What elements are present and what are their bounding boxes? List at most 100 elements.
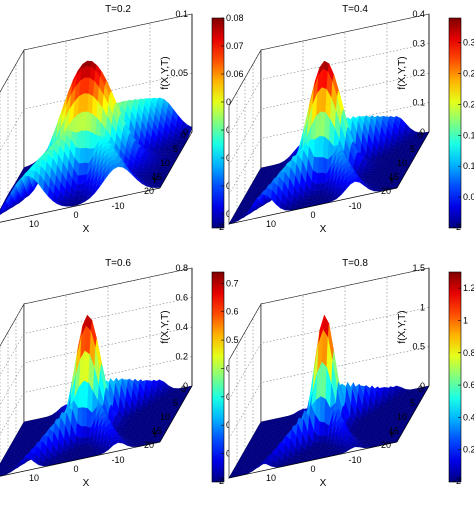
y-tick-label: 5 [173, 398, 178, 408]
y-tick-label: 5 [410, 144, 415, 154]
z-tick-label: 0.6 [175, 293, 188, 303]
z-tick-label: 0.4 [175, 322, 188, 332]
z-tick-label: 0.4 [412, 9, 425, 19]
colorbar [211, 17, 225, 229]
colorbar-tick-label: 0.7 [226, 278, 239, 288]
x-axis-label: X [83, 478, 90, 489]
z-tick-label: 1 [420, 302, 425, 312]
y-tick-label: 0 [418, 384, 423, 394]
z-tick-label: 0 [183, 127, 188, 137]
axis-line-x [0, 187, 161, 223]
y-axis-label: Y [388, 430, 395, 441]
x-tick-label: 10 [29, 219, 39, 229]
y-tick-label: 10 [160, 412, 170, 422]
colorbar-tick-label: 0.6 [226, 307, 239, 317]
colorbar-tick-label: 0.07 [226, 41, 244, 51]
surface-panel-4: 00.511.505101520-10010f(X,Y,T)YXT=0.80.2… [228, 258, 474, 489]
colorbar-tick-label: 0.08 [226, 13, 244, 23]
surface-mesh [0, 314, 193, 477]
colorbar-tick-label: 0.2 [463, 99, 474, 109]
colorbar-tick-label: 0.4 [463, 412, 474, 422]
z-tick-label: 0.2 [412, 68, 425, 78]
x-axis-label: X [320, 224, 327, 235]
panel-title: T=0.6 [105, 258, 131, 269]
x-tick-label: 0 [310, 464, 315, 474]
z-axis-label: f(X,Y,T) [160, 310, 171, 343]
z-tick-label: 0.1 [412, 98, 425, 108]
panel-title: T=0.4 [342, 4, 368, 15]
x-tick-label: -10 [111, 455, 124, 465]
axis-line-y [159, 131, 193, 189]
colorbar-edge-label: -2 [216, 476, 224, 486]
x-tick-label: 10 [266, 473, 276, 483]
grid-line-z-3 [228, 43, 430, 136]
colorbar-tick-label: 0.05 [463, 192, 474, 202]
y-tick-label: 10 [397, 158, 407, 168]
surface-panel-2: 00.10.20.30.405101520-10010f(X,Y,T)YXT=0… [228, 4, 474, 235]
colorbar [211, 271, 225, 483]
colorbar [448, 17, 462, 229]
panel-title: T=0.8 [342, 258, 368, 269]
colorbar-tick-label: 0.2 [463, 445, 474, 455]
y-tick-label: 5 [410, 398, 415, 408]
grid-line-z-2 [0, 13, 193, 93]
surface-mesh [228, 60, 430, 225]
y-tick-label: 10 [160, 158, 170, 168]
axis-line-x [228, 187, 398, 225]
colorbar-edge-label: -2 [453, 222, 461, 232]
colorbar-tick-label: 0.1 [463, 161, 474, 171]
z-tick-label: 0.1 [175, 9, 188, 19]
y-axis-label: Y [151, 176, 158, 187]
grid-line-z-4 [228, 13, 430, 107]
colorbar-edge-label: -2 [216, 222, 224, 232]
panel-title: T=0.2 [105, 4, 131, 15]
x-tick-label: 0 [73, 464, 78, 474]
y-tick-label: 0 [418, 130, 423, 140]
y-tick-label: 20 [144, 186, 154, 196]
grid-line-z-4 [0, 267, 193, 347]
y-tick-label: 0 [181, 384, 186, 394]
colorbar-tick-label: 0.5 [226, 335, 239, 345]
colorbar-tick-label: 1 [463, 315, 468, 325]
grid-line-z-1 [228, 102, 430, 195]
x-tick-label: 0 [310, 210, 315, 220]
y-tick-label: 20 [381, 440, 391, 450]
x-tick-label: 0 [73, 210, 78, 220]
y-tick-label: 20 [381, 186, 391, 196]
z-tick-label: 1.5 [412, 263, 425, 273]
x-tick-label: -10 [348, 455, 361, 465]
z-tick-label: 0.2 [175, 352, 188, 362]
z-tick-label: 0.05 [170, 68, 188, 78]
z-axis-label: f(X,Y,T) [160, 56, 171, 89]
y-tick-label: 0 [181, 130, 186, 140]
colorbar-tick-label: 0.6 [463, 380, 474, 390]
colorbar-tick-label: 0.8 [463, 348, 474, 358]
surface-mesh [0, 60, 193, 215]
colorbar-tick-label: 1.2 [463, 283, 474, 293]
x-tick-label: -10 [111, 201, 124, 211]
y-tick-label: 10 [397, 412, 407, 422]
x-tick-label: 10 [266, 219, 276, 229]
colorbar-tick-label: 0.06 [226, 69, 244, 79]
x-tick-label: -10 [348, 201, 361, 211]
z-tick-label: 0 [420, 127, 425, 137]
grid-line-z-1 [0, 72, 193, 152]
grid-line-z-1 [0, 356, 193, 436]
colorbar [448, 271, 462, 483]
z-axis-label: f(X,Y,T) [397, 310, 408, 343]
axis-line-y [396, 131, 430, 189]
z-tick-label: 0.8 [175, 263, 188, 273]
y-axis-label: Y [151, 430, 158, 441]
colorbar-tick-label: 0.25 [463, 69, 474, 79]
colorbar-edge-label: -2 [453, 476, 461, 486]
z-tick-label: 0.5 [412, 342, 425, 352]
colorbar-tick-label: 0.15 [463, 130, 474, 140]
colorbar-tick-label: 0.3 [463, 38, 474, 48]
z-tick-label: 0.3 [412, 39, 425, 49]
z-axis-label: f(X,Y,T) [397, 56, 408, 89]
y-axis-label: Y [388, 176, 395, 187]
surface-panel-1: 00.050.105101520-10010f(X,Y,T)YXT=0.20.0… [0, 4, 244, 235]
grid-line-z-3 [0, 297, 193, 377]
surface-panel-3: 00.20.40.60.805101520-10010f(X,Y,T)YXT=0… [0, 258, 239, 489]
